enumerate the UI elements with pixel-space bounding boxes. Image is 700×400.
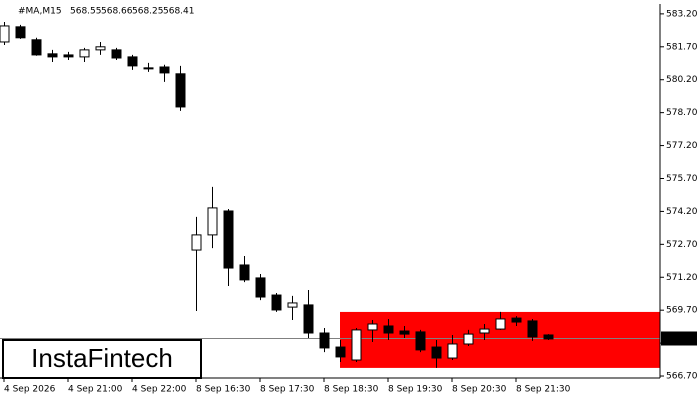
- candle-body: [415, 331, 426, 351]
- x-tick-label: 8 Sep 18:30: [324, 385, 379, 395]
- y-tick-label: 569.70: [666, 306, 698, 316]
- price-label-box: [661, 331, 697, 346]
- candle-body: [383, 325, 394, 334]
- candle-body: [319, 332, 330, 349]
- candle-body: [287, 302, 298, 308]
- x-tick-label: 8 Sep 17:30: [260, 385, 315, 395]
- logo: InstaFintech: [31, 343, 173, 373]
- header-value: 568.25: [132, 7, 164, 17]
- candle-body: [255, 277, 266, 298]
- candle-body: [79, 49, 90, 58]
- candle-body: [479, 328, 490, 334]
- candle-body: [111, 49, 122, 59]
- symbol: #MA,M15: [18, 7, 62, 17]
- y-tick-label: 571.20: [666, 273, 698, 283]
- candle-body: [143, 67, 154, 70]
- candle-body: [463, 333, 474, 345]
- y-tick-label: 572.70: [666, 240, 698, 250]
- candle-body: [159, 66, 170, 74]
- candle-body: [447, 343, 458, 359]
- candle-body: [431, 346, 442, 359]
- header-value: 568.55: [70, 7, 102, 17]
- candle-body: [399, 330, 410, 335]
- x-tick-label: 4 Sep 22:00: [132, 385, 187, 395]
- candle-body: [303, 304, 314, 334]
- candle-body: [15, 26, 26, 39]
- candle-body: [527, 320, 538, 338]
- candle-body: [271, 294, 282, 311]
- candle-body: [543, 334, 554, 340]
- x-tick-label: 8 Sep 20:30: [452, 385, 507, 395]
- price-label: 568.41: [664, 334, 696, 344]
- candle-body: [335, 346, 346, 358]
- y-tick-label: 581.70: [666, 42, 698, 52]
- y-tick-label: 583.20: [666, 9, 698, 19]
- plot-area: [0, 21, 660, 368]
- y-tick-label: 574.20: [666, 207, 698, 217]
- x-tick-label: 4 Sep 2026: [4, 385, 56, 395]
- y-tick-label: 577.20: [666, 141, 698, 151]
- x-tick-label: 4 Sep 21:00: [68, 385, 123, 395]
- candle-body: [63, 54, 74, 58]
- candle-body: [511, 317, 522, 323]
- y-tick-label: 580.20: [666, 75, 698, 85]
- candle-body: [191, 234, 202, 251]
- candle-body: [95, 46, 106, 51]
- y-tick-label: 566.70: [666, 372, 698, 382]
- y-tick-label: 575.70: [666, 174, 698, 184]
- candle-body: [351, 329, 362, 361]
- x-tick-label: 8 Sep 21:30: [516, 385, 571, 395]
- candle-body: [207, 207, 218, 236]
- candle-body: [31, 39, 42, 56]
- logo-box: [2, 339, 202, 379]
- candle-body: [367, 323, 378, 331]
- candle-body: [47, 53, 58, 58]
- candle-body: [0, 25, 10, 43]
- candle-body: [127, 56, 138, 67]
- x-tick-label: 8 Sep 19:30: [388, 385, 443, 395]
- header-value: 568.66: [101, 7, 133, 17]
- candle-body: [239, 264, 250, 281]
- header-value: 568.41: [163, 7, 195, 17]
- y-tick-label: 578.70: [666, 108, 698, 118]
- candle-body: [223, 210, 234, 269]
- x-tick-label: 8 Sep 16:30: [196, 385, 251, 395]
- candle-body: [175, 73, 186, 108]
- candle-body: [495, 318, 506, 330]
